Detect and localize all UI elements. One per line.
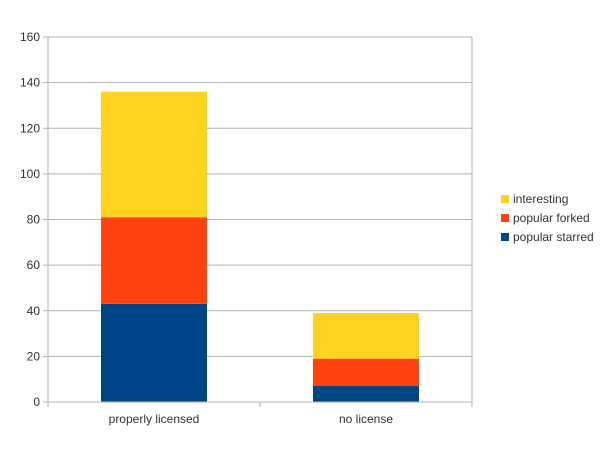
bar-properly-licensed-interesting [101, 91, 207, 218]
legend-label-interesting: interesting [513, 192, 568, 206]
legend-label-popular-starred: popular starred [513, 230, 594, 244]
y-tick-labels: 0 20 40 60 80 100 120 140 160 [20, 30, 40, 409]
x-tick-labels: properly licensed no license [109, 412, 394, 426]
legend-swatch-popular-forked [501, 214, 509, 222]
y-tick-label-40: 40 [27, 304, 41, 318]
bar-no-license-popular-starred [313, 386, 419, 402]
y-tick-label-60: 60 [27, 258, 41, 272]
legend-label-popular-forked: popular forked [513, 211, 590, 225]
y-tick-label-100: 100 [20, 167, 40, 181]
bar-no-license-interesting [313, 313, 419, 359]
x-tick-label-1: no license [339, 412, 393, 426]
y-tick-label-120: 120 [20, 121, 40, 135]
bars [101, 91, 419, 402]
x-tick-label-0: properly licensed [109, 412, 200, 426]
y-tick-label-20: 20 [27, 349, 41, 363]
legend-swatch-popular-starred [501, 233, 509, 241]
bar-properly-licensed-popular-starred [101, 303, 207, 402]
bar-properly-licensed-popular-forked [101, 217, 207, 304]
y-tick-label-0: 0 [33, 395, 40, 409]
y-tick-label-80: 80 [27, 213, 41, 227]
y-tick-label-140: 140 [20, 76, 40, 90]
legend-swatch-interesting [501, 195, 509, 203]
legend: interesting popular forked popular starred [501, 192, 594, 244]
bar-no-license-popular-forked [313, 358, 419, 387]
axes [43, 36, 473, 407]
y-tick-label-160: 160 [20, 30, 40, 44]
